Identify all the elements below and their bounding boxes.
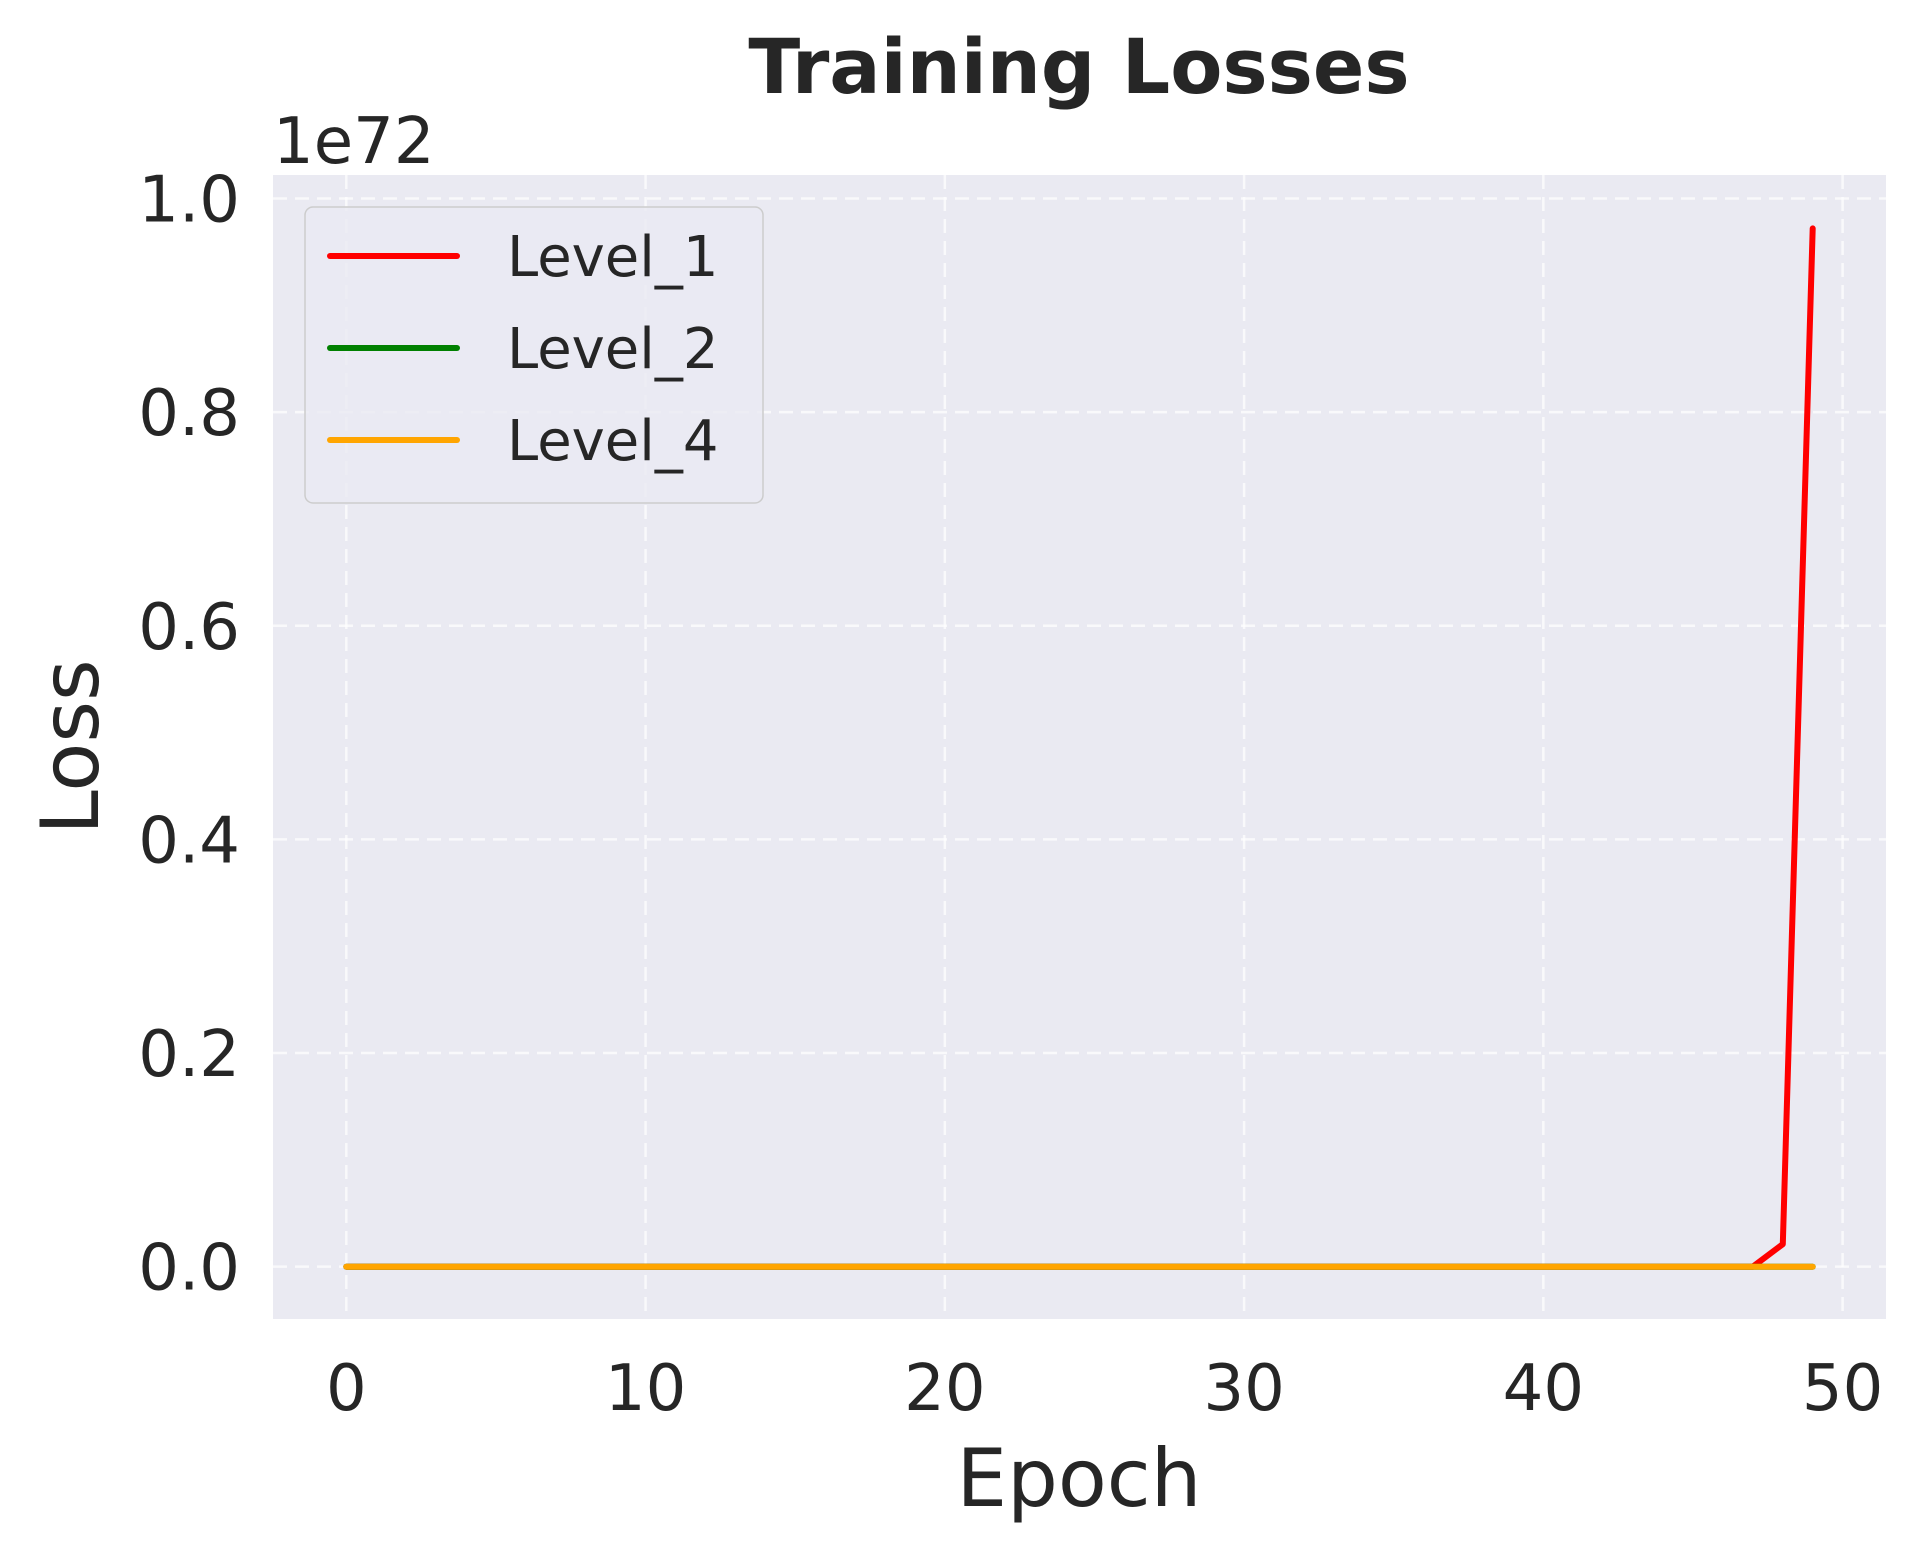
legend-label: Level_2	[507, 317, 718, 382]
x-tick-label: 10	[605, 1352, 686, 1426]
x-tick-label: 50	[1802, 1352, 1883, 1426]
y-tick-label: 0.0	[138, 1232, 240, 1306]
y-tick-label: 0.4	[138, 804, 240, 878]
x-axis-label: Epoch	[957, 1432, 1202, 1525]
legend-label: Level_1	[507, 225, 718, 290]
y-tick-label: 0.6	[138, 591, 240, 665]
x-axis-ticks: 0 10 20 30 40 50	[326, 1352, 1883, 1426]
chart-title: Training Losses	[748, 22, 1409, 111]
x-tick-label: 40	[1503, 1352, 1584, 1426]
legend-label: Level_4	[507, 409, 718, 474]
y-axis-offset-label: 1e72	[273, 105, 435, 179]
legend-box	[304, 206, 764, 504]
x-tick-label: 30	[1203, 1352, 1284, 1426]
y-tick-label: 0.8	[138, 377, 240, 451]
y-tick-label: 0.2	[138, 1018, 240, 1092]
series-lines	[343, 225, 1816, 1270]
x-tick-label: 0	[326, 1352, 367, 1426]
y-axis-label: Loss	[24, 659, 117, 834]
x-tick-label: 20	[904, 1352, 985, 1426]
y-axis-ticks: 0.0 0.2 0.4 0.6 0.8 1.0	[138, 163, 240, 1305]
y-tick-label: 1.0	[138, 163, 240, 237]
legend: Level_1 Level_2 Level_4	[304, 206, 764, 504]
